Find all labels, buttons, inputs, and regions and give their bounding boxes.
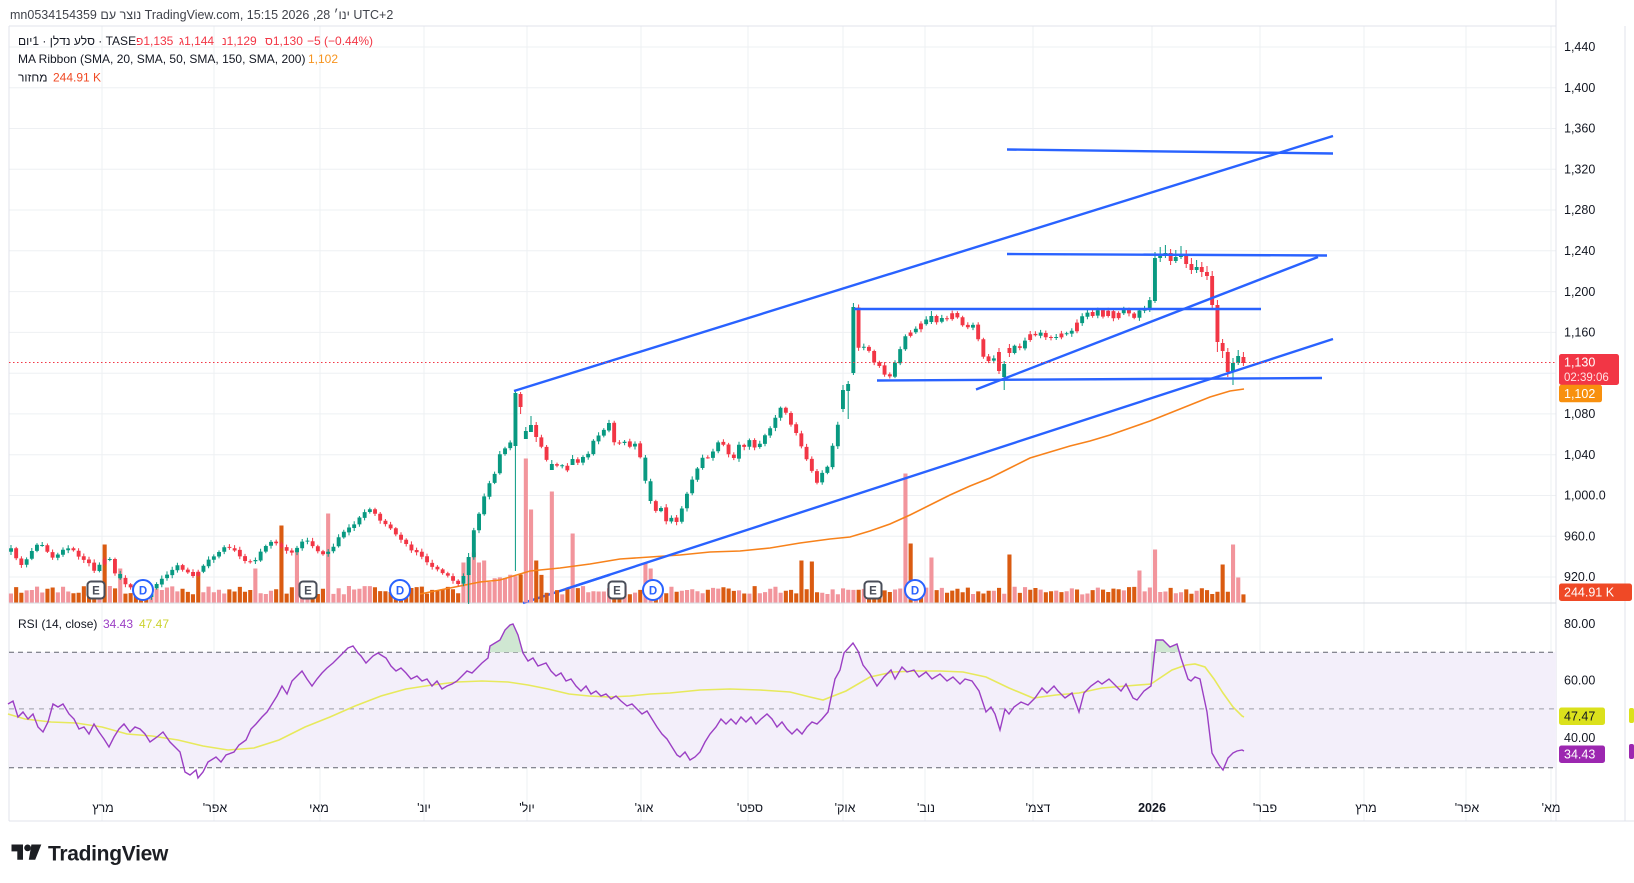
svg-text:mn0534154359 נוצר עם TradingVi: mn0534154359 נוצר עם TradingView.com, ינ… <box>10 8 393 22</box>
svg-text:מחזור: מחזור <box>18 71 48 85</box>
svg-text:E: E <box>869 586 877 598</box>
svg-text:'אוק: 'אוק <box>835 801 856 815</box>
svg-text:47.47: 47.47 <box>1564 710 1595 724</box>
svg-text:MA Ribbon (SMA, 20, SMA, 50, S: MA Ribbon (SMA, 20, SMA, 50, SMA, 150, S… <box>18 52 305 66</box>
svg-text:'אפר: 'אפר <box>1455 801 1480 815</box>
svg-text:1,160: 1,160 <box>1564 326 1595 340</box>
svg-text:נ‎1,129: נ‎1,129 <box>222 34 257 48</box>
svg-text:מרץ: מרץ <box>1355 801 1377 815</box>
svg-text:40.00: 40.00 <box>1564 731 1595 745</box>
svg-text:244.91 K: 244.91 K <box>1564 586 1615 600</box>
svg-text:1,280: 1,280 <box>1564 203 1595 217</box>
svg-text:2026: 2026 <box>1138 801 1166 815</box>
svg-text:ס‎1,130: ס‎1,130 <box>265 34 303 48</box>
svg-text:E: E <box>613 586 621 598</box>
svg-text:1,102: 1,102 <box>1564 387 1595 401</box>
svg-text:'יול: 'יול <box>519 801 535 815</box>
svg-text:D: D <box>139 586 147 598</box>
svg-text:1,200: 1,200 <box>1564 285 1595 299</box>
svg-text:E: E <box>304 586 312 598</box>
svg-text:1,130: 1,130 <box>1564 356 1595 370</box>
svg-text:1,440: 1,440 <box>1564 40 1595 54</box>
svg-text:1,040: 1,040 <box>1564 448 1595 462</box>
svg-text:מרץ: מרץ <box>92 801 114 815</box>
svg-text:'פבר: 'פבר <box>1253 801 1277 815</box>
svg-text:1,360: 1,360 <box>1564 122 1595 136</box>
svg-text:1,080: 1,080 <box>1564 407 1595 421</box>
svg-text:1,102: 1,102 <box>308 52 338 66</box>
svg-text:D: D <box>649 586 657 598</box>
svg-text:1,320: 1,320 <box>1564 163 1595 177</box>
svg-text:960.0: 960.0 <box>1564 530 1595 544</box>
svg-text:D: D <box>396 586 404 598</box>
svg-text:'אפר: 'אפר <box>203 801 228 815</box>
svg-text:פ‎1,135: פ‎1,135 <box>136 34 174 48</box>
svg-text:סלע נדלן · 1יום · TASE: סלע נדלן · 1יום · TASE <box>18 34 136 48</box>
svg-text:920.0: 920.0 <box>1564 570 1595 584</box>
svg-text:34.43: 34.43 <box>103 617 133 631</box>
svg-text:מאי: מאי <box>309 801 329 815</box>
svg-text:60.00: 60.00 <box>1564 673 1595 687</box>
svg-text:TradingView: TradingView <box>48 843 169 866</box>
svg-text:80.00: 80.00 <box>1564 617 1595 631</box>
svg-text:'ספט: 'ספט <box>737 801 763 815</box>
svg-text:'נוב: 'נוב <box>917 801 935 815</box>
svg-text:34.43: 34.43 <box>1564 748 1595 762</box>
svg-text:ג‎1,144: ג‎1,144 <box>179 34 214 48</box>
svg-text:'דצמ: 'דצמ <box>1026 801 1051 815</box>
svg-text:E: E <box>92 586 100 598</box>
svg-text:D: D <box>911 586 919 598</box>
svg-text:47.47: 47.47 <box>139 617 169 631</box>
svg-text:−5 (−0.44%): −5 (−0.44%) <box>307 34 373 48</box>
svg-text:'מא: 'מא <box>1542 801 1561 815</box>
svg-text:02:39:06: 02:39:06 <box>1564 372 1609 384</box>
svg-text:'אוג: 'אוג <box>635 801 654 815</box>
svg-text:1,400: 1,400 <box>1564 81 1595 95</box>
svg-text:1,000.0: 1,000.0 <box>1564 489 1606 503</box>
svg-text:1,240: 1,240 <box>1564 244 1595 258</box>
svg-text:244.91 K: 244.91 K <box>53 71 101 85</box>
svg-text:'יונ: 'יונ <box>417 801 431 815</box>
svg-text:RSI (14, close): RSI (14, close) <box>18 617 97 631</box>
